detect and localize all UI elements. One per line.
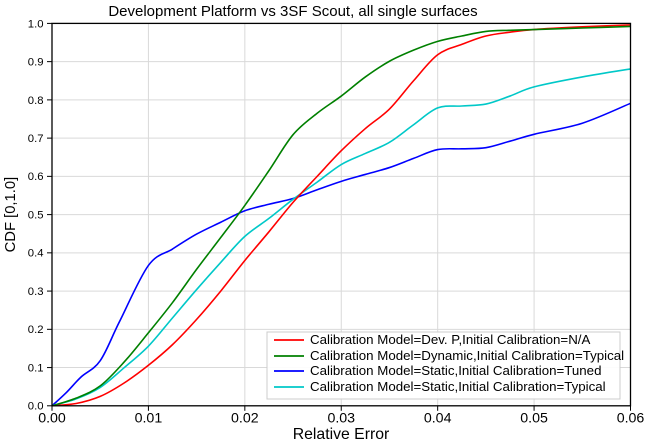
svg-text:Calibration Model=Static,Initi: Calibration Model=Static,Initial Calibra…: [310, 363, 601, 378]
svg-text:0.3: 0.3: [28, 286, 44, 298]
svg-text:0.7: 0.7: [28, 133, 44, 145]
svg-text:0.2: 0.2: [28, 324, 44, 336]
svg-text:Relative Error: Relative Error: [293, 426, 390, 443]
svg-text:0.6: 0.6: [28, 171, 44, 183]
svg-text:0.9: 0.9: [28, 57, 44, 69]
svg-text:0.00: 0.00: [38, 411, 66, 427]
svg-text:1.0: 1.0: [28, 18, 44, 30]
svg-text:Development Platform vs 3SF Sc: Development Platform vs 3SF Scout, all s…: [108, 3, 477, 20]
svg-text:0.02: 0.02: [231, 411, 259, 427]
svg-text:0.5: 0.5: [28, 210, 44, 222]
svg-text:0.4: 0.4: [28, 248, 44, 260]
svg-text:0.04: 0.04: [424, 411, 452, 427]
svg-text:0.01: 0.01: [135, 411, 163, 427]
svg-text:0.8: 0.8: [28, 95, 44, 107]
svg-text:Calibration Model=Dynamic,Init: Calibration Model=Dynamic,Initial Calibr…: [310, 348, 624, 363]
svg-text:0.06: 0.06: [617, 411, 645, 427]
svg-text:Calibration Model=Static,Initi: Calibration Model=Static,Initial Calibra…: [310, 379, 606, 394]
svg-text:Calibration Model=Dev. P,Initi: Calibration Model=Dev. P,Initial Calibra…: [310, 332, 590, 347]
svg-text:0.03: 0.03: [327, 411, 355, 427]
svg-text:CDF [0,1.0]: CDF [0,1.0]: [3, 177, 19, 253]
svg-text:0.05: 0.05: [520, 411, 548, 427]
svg-text:0.1: 0.1: [28, 362, 44, 374]
